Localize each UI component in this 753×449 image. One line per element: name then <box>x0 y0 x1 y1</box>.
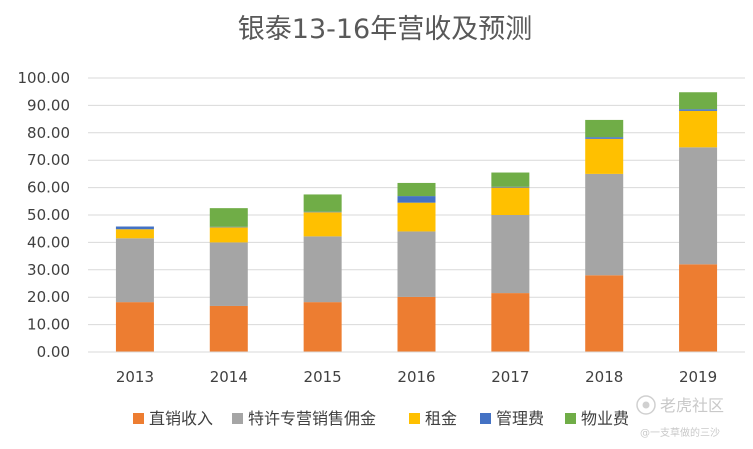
y-tick-label: 80.00 <box>27 124 70 142</box>
bar-segment <box>491 215 530 294</box>
legend-swatch <box>480 413 491 424</box>
legend-swatch <box>565 413 576 424</box>
x-tick-label: 2013 <box>116 368 154 386</box>
bar-segment <box>209 226 248 228</box>
bar-segment <box>585 173 624 276</box>
bars <box>115 92 718 352</box>
bar-segment <box>491 172 530 187</box>
bar-segment <box>397 182 436 197</box>
bar-segment <box>585 275 624 352</box>
bar-segment <box>397 231 436 297</box>
x-tick-label: 2015 <box>304 368 342 386</box>
watermark: 老虎社区 @一支草做的三沙 <box>636 395 724 439</box>
bar-segment <box>115 229 154 239</box>
bar-segment <box>303 302 342 352</box>
y-tick-label: 100.00 <box>18 69 71 87</box>
watermark-text: 老虎社区 <box>660 396 724 415</box>
x-tick-label: 2018 <box>585 368 623 386</box>
y-axis: 0.00 10.00 20.00 30.00 40.00 50.00 60.00 70.00 8… <box>18 69 71 361</box>
legend-swatch <box>133 413 144 424</box>
y-tick-label: 30.00 <box>27 261 70 279</box>
y-tick-label: 10.00 <box>27 316 70 334</box>
bar-segment <box>585 119 624 138</box>
bar-segment <box>679 109 718 111</box>
x-tick-label: 2014 <box>210 368 248 386</box>
bar-segment <box>303 194 342 212</box>
bar-segment <box>303 236 342 303</box>
chart-title: 银泰13-16年营收及预测 <box>238 14 532 45</box>
y-tick-label: 90.00 <box>27 96 70 114</box>
bar-segment <box>209 208 248 227</box>
bar-segment <box>115 226 154 230</box>
bar-segment <box>491 293 530 352</box>
legend-swatch <box>409 413 420 424</box>
legend-swatch <box>232 413 243 424</box>
bar-segment <box>679 92 718 110</box>
y-tick-label: 0.00 <box>37 343 70 361</box>
bar-segment <box>209 227 248 243</box>
y-tick-label: 60.00 <box>27 179 70 197</box>
legend: 直销收入 特许专营销售佣金 租金 管理费 物业费 <box>133 409 629 428</box>
legend-label: 直销收入 <box>149 409 213 428</box>
bar-segment <box>585 137 624 139</box>
bar-segment <box>679 110 718 148</box>
y-tick-label: 50.00 <box>27 206 70 224</box>
x-tick-label: 2016 <box>397 368 435 386</box>
bar-segment <box>679 264 718 352</box>
legend-label: 租金 <box>425 409 457 428</box>
bar-segment <box>397 296 436 352</box>
bar-segment <box>491 187 530 215</box>
watermark-subtext: @一支草做的三沙 <box>640 426 720 439</box>
bar-segment <box>397 202 436 232</box>
bar-segment <box>679 147 718 265</box>
x-axis: 2013 2014 2015 2016 2017 2018 2019 <box>116 368 717 386</box>
bar-segment <box>115 302 154 352</box>
x-tick-label: 2017 <box>491 368 529 386</box>
legend-label: 特许专营销售佣金 <box>248 409 376 428</box>
bar-segment <box>209 242 248 306</box>
bar-segment <box>491 186 530 188</box>
bar-segment <box>585 138 624 174</box>
watermark-logo-icon <box>636 395 656 415</box>
bar-segment <box>209 305 248 352</box>
x-tick-label: 2019 <box>679 368 717 386</box>
bar-segment <box>115 238 154 303</box>
y-tick-label: 20.00 <box>27 288 70 306</box>
bar-segment <box>397 196 436 203</box>
bar-segment <box>303 212 342 237</box>
y-tick-label: 70.00 <box>27 151 70 169</box>
bar-segment <box>303 211 342 213</box>
legend-label: 管理费 <box>496 409 544 428</box>
y-tick-label: 40.00 <box>27 233 70 251</box>
legend-label: 物业费 <box>581 409 629 428</box>
